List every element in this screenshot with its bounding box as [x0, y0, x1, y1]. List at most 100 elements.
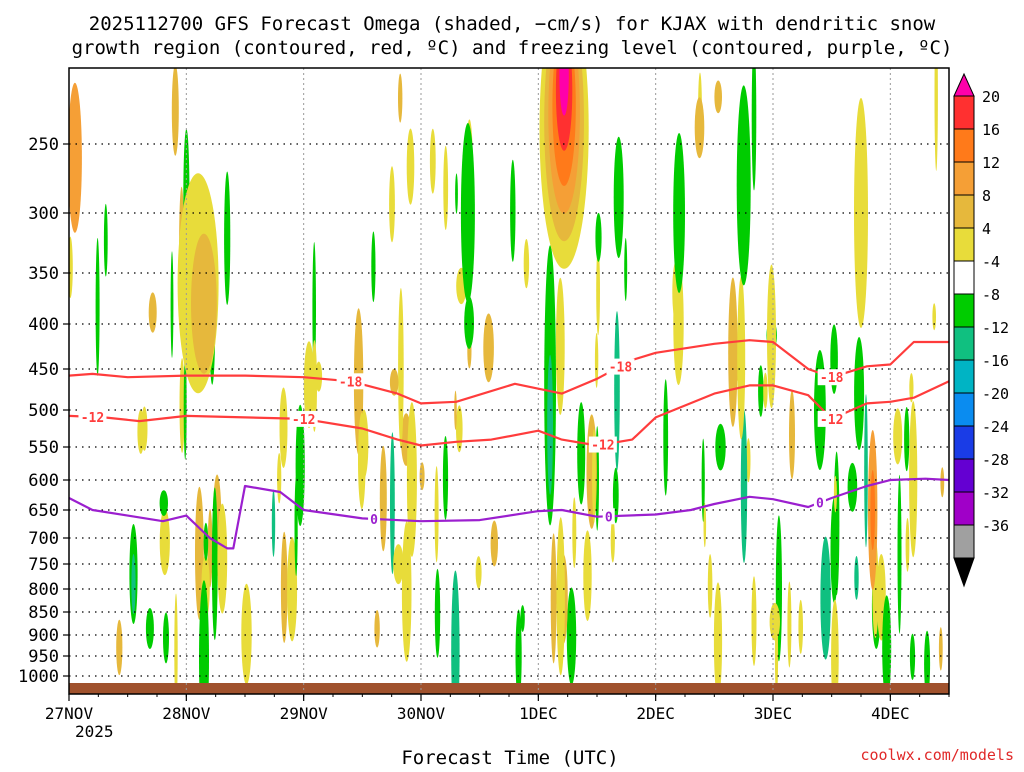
ground-band [69, 683, 949, 694]
pressure-tick-label: 500 [28, 401, 59, 421]
colorbar-label: 8 [982, 187, 991, 205]
sinking-motion-cell [69, 82, 82, 233]
colorbar-swatch [953, 128, 975, 163]
sinking-motion-cell [934, 68, 938, 171]
sinking-motion-cell [833, 475, 837, 513]
contour-label-bg [588, 436, 617, 453]
sinking-motion-cell [550, 533, 557, 664]
sinking-motion-cell [398, 73, 403, 123]
rising-motion-cell [820, 536, 831, 660]
rising-motion-cell [924, 630, 931, 694]
chart-title-line1: 2025112700 GFS Forecast Omega (shaded, −… [89, 13, 936, 35]
sinking-motion-cell [171, 68, 179, 156]
sinking-motion-cell [116, 619, 123, 676]
rising-motion-cell [390, 432, 395, 575]
day-tick-label: 28NOV [162, 704, 211, 723]
rising-motion-cell [95, 237, 100, 376]
rising-motion-cell [751, 68, 757, 191]
rising-motion-cell [451, 570, 460, 694]
rising-motion-cell [211, 487, 218, 641]
sinking-motion-cell [419, 462, 425, 491]
rising-motion-cell [758, 365, 764, 417]
rising-motion-cell [701, 438, 705, 522]
rising-motion-cell [595, 212, 602, 262]
rising-motion-cell [510, 159, 516, 262]
rising-motion-cell [131, 554, 136, 614]
rising-motion-cell [295, 404, 305, 526]
rising-motion-cell [614, 311, 620, 471]
rising-motion-cell [294, 477, 298, 576]
pressure-tick-label: 950 [28, 647, 59, 667]
rising-motion-cell [460, 123, 475, 303]
sinking-motion-cell [572, 497, 577, 568]
rising-motion-cell [864, 394, 868, 548]
pressure-tick-label: 600 [28, 471, 59, 491]
sinking-motion-cell [483, 313, 494, 383]
sinking-motion-cell [596, 246, 600, 336]
sinking-motion-cell [443, 145, 449, 230]
pressure-tick-label: 250 [28, 135, 59, 155]
sinking-motion-cell [311, 340, 317, 432]
sinking-motion-cell [831, 599, 839, 694]
sinking-motion-cell [555, 277, 565, 415]
colorbar-swatch [953, 491, 975, 526]
rising-motion-cell [830, 497, 839, 604]
rising-motion-cell [547, 354, 553, 495]
colorbar-swatch [953, 293, 975, 328]
sinking-motion-cell [174, 593, 178, 694]
contour-label--12: -12 [292, 413, 315, 428]
sinking-motion-cell [940, 467, 945, 498]
sinking-motion-cell [374, 610, 380, 648]
contour-label-bg [368, 510, 381, 527]
rising-motion-cell [624, 238, 628, 301]
sinking-motion-cell [393, 544, 404, 585]
sinking-motion-cell [241, 583, 252, 685]
rising-motion-cell [736, 85, 751, 286]
rising-motion-cell [613, 136, 624, 259]
day-tick-label: 4DEC [871, 704, 910, 723]
colorbar-label: -24 [982, 418, 1009, 436]
sinking-motion-cell [707, 554, 713, 618]
sinking-motion-cell [854, 98, 868, 328]
rising-motion-cell [847, 462, 858, 512]
contour-label-bg [606, 358, 635, 375]
sinking-motion-cell [870, 470, 875, 550]
pressure-tick-label: 850 [28, 603, 59, 623]
sinking-motion-cell [406, 128, 415, 205]
contour-label-0: 0 [370, 513, 378, 528]
rising-motion-cell [103, 203, 108, 277]
sinking-motion-cell [893, 408, 903, 465]
sinking-motion-cell [610, 518, 615, 563]
sinking-motion-cell [594, 333, 599, 388]
rising-motion-cell [515, 609, 522, 694]
rising-motion-cell [224, 171, 231, 305]
rising-motion-cell [882, 595, 892, 694]
rising-motion-cell [371, 231, 376, 303]
rising-motion-cell [520, 605, 525, 632]
sinking-motion-cell [277, 453, 282, 504]
colorbar: 20 16 12 8 4 -4 -8 -12 -16 -20 -24 -28 -32 -36 [953, 72, 1009, 588]
colorbar-label: -4 [982, 253, 1000, 271]
sinking-motion-cell [148, 292, 157, 333]
sinking-motion-cell [69, 236, 73, 298]
rising-motion-cell [715, 423, 726, 471]
sinking-motion-cell [179, 358, 185, 453]
rising-motion-cell [203, 522, 209, 561]
sinking-motion-cell [751, 576, 757, 666]
sinking-motion-cell [746, 438, 751, 483]
rising-motion-cell [271, 489, 276, 557]
sinking-motion-cell [909, 373, 914, 403]
sinking-motion-cell [287, 537, 298, 642]
contour-label--12: -12 [591, 439, 614, 454]
contour-label-bg [813, 494, 826, 511]
rising-motion-cell [854, 337, 865, 450]
day-tick-label: 3DEC [754, 704, 793, 723]
colorbar-swatch [953, 95, 975, 130]
contour-label-0: 0 [816, 497, 824, 512]
sinking-motion-cell [456, 405, 463, 453]
colorbar-swatch [953, 227, 975, 262]
contour-label-0: 0 [605, 510, 613, 525]
colorbar-top-arrow [953, 72, 975, 97]
sinking-motion-cell [279, 387, 288, 468]
contour-lines: -18 -18 -18 -12 -12 -12 -12 0 0 0 [69, 339, 949, 550]
